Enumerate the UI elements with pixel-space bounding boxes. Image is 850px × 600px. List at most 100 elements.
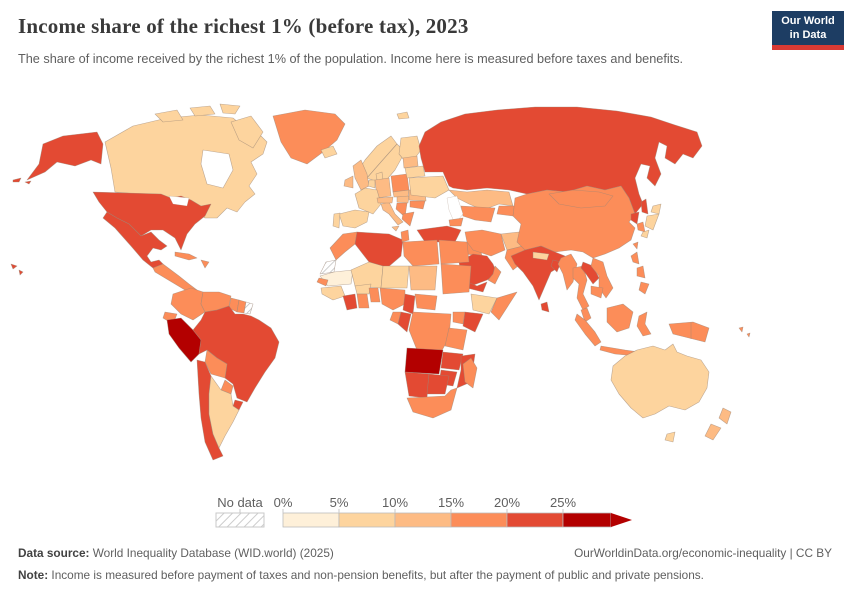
country-fiji[interactable] — [738, 326, 744, 333]
country-western-sahara[interactable] — [319, 259, 337, 275]
country-madagascar[interactable] — [462, 357, 478, 389]
country-cuba[interactable] — [174, 251, 198, 261]
legend-swatch-2[interactable] — [394, 512, 452, 528]
country-aleutians-2[interactable] — [24, 180, 32, 185]
country-philippines-2[interactable] — [636, 265, 646, 279]
country-hawaii[interactable] — [10, 263, 18, 270]
country-kenya[interactable] — [462, 311, 484, 333]
country-sumatra[interactable] — [574, 313, 602, 347]
country-poland[interactable] — [390, 173, 410, 193]
country-togo-benin[interactable] — [368, 287, 381, 303]
country-borneo[interactable] — [606, 303, 634, 333]
legend-swatch-0[interactable] — [282, 512, 340, 528]
country-iran[interactable] — [464, 229, 506, 257]
country-japan-kyushu[interactable] — [640, 229, 650, 239]
country-ethiopia[interactable] — [470, 293, 498, 315]
country-nepal[interactable] — [532, 251, 550, 261]
country-svalbard[interactable] — [396, 111, 410, 120]
country-hungary[interactable] — [396, 195, 410, 204]
country-greenland[interactable] — [272, 109, 346, 165]
country-uganda[interactable] — [452, 311, 466, 325]
country-senegal[interactable] — [316, 277, 329, 287]
country-tunisia[interactable] — [400, 229, 410, 243]
country-mali[interactable] — [350, 261, 384, 289]
attribution-link[interactable]: OurWorldinData.org/economic-inequality |… — [574, 546, 832, 560]
country-philippines-1[interactable] — [630, 251, 640, 265]
country-tasmania[interactable] — [664, 431, 676, 443]
country-italy[interactable] — [380, 201, 404, 226]
country-caucasus[interactable] — [448, 217, 464, 227]
country-cote-divoire[interactable] — [342, 293, 358, 311]
country-canada-arctic-3[interactable] — [219, 103, 241, 115]
country-ireland[interactable] — [343, 175, 354, 189]
country-kazakhstan[interactable] — [448, 189, 514, 211]
country-myanmar[interactable] — [557, 253, 578, 291]
country-japan-honshu[interactable] — [644, 213, 660, 231]
country-belarus[interactable] — [404, 165, 426, 179]
legend-swatch-3[interactable] — [450, 512, 508, 528]
owid-logo[interactable]: Our World in Data — [772, 11, 844, 50]
country-iceland[interactable] — [320, 145, 338, 159]
country-nigeria[interactable] — [379, 287, 406, 311]
country-sudan[interactable] — [440, 263, 472, 295]
country-ukraine[interactable] — [408, 175, 450, 199]
country-zambia[interactable] — [440, 351, 464, 371]
legend-swatch-1[interactable] — [338, 512, 396, 528]
country-ghana[interactable] — [356, 293, 370, 309]
country-taiwan[interactable] — [632, 241, 639, 250]
country-alaska[interactable] — [26, 131, 104, 181]
country-mongolia[interactable] — [548, 189, 614, 209]
country-baffin-island[interactable] — [230, 115, 264, 149]
country-sri-lanka[interactable] — [540, 301, 550, 313]
country-burkina[interactable] — [354, 283, 372, 295]
country-benelux[interactable] — [367, 179, 376, 189]
legend-swatch-4[interactable] — [506, 512, 564, 528]
country-french-guiana[interactable] — [243, 301, 254, 315]
country-turkey[interactable] — [416, 225, 462, 243]
country-russia[interactable] — [418, 106, 703, 215]
country-somalia[interactable] — [490, 291, 518, 321]
country-cambodia[interactable] — [590, 285, 604, 299]
country-bulgaria[interactable] — [409, 200, 426, 210]
country-new-guinea[interactable] — [668, 321, 710, 343]
country-tanzania[interactable] — [444, 327, 468, 351]
country-canada-arctic-2[interactable] — [189, 105, 216, 117]
country-hispaniola[interactable] — [200, 259, 210, 269]
country-sicily[interactable] — [391, 225, 400, 232]
country-france[interactable] — [354, 187, 382, 215]
country-oman[interactable] — [487, 265, 502, 285]
country-aleutians[interactable] — [12, 177, 22, 183]
country-sulawesi[interactable] — [636, 311, 652, 337]
country-car[interactable] — [414, 293, 438, 311]
country-canada-arctic-1[interactable] — [154, 109, 184, 123]
country-philippines-3[interactable] — [638, 281, 650, 295]
country-australia[interactable] — [610, 343, 710, 419]
country-sakhalin[interactable] — [640, 198, 649, 215]
country-japan-hokkaido[interactable] — [650, 203, 662, 215]
country-algeria[interactable] — [354, 231, 404, 269]
country-brazil[interactable] — [192, 305, 280, 403]
country-south-korea[interactable] — [636, 221, 646, 233]
country-india[interactable] — [510, 245, 566, 301]
country-namibia[interactable] — [404, 371, 430, 399]
country-greece[interactable] — [401, 211, 415, 227]
country-niger[interactable] — [380, 265, 410, 289]
country-morocco[interactable] — [329, 231, 358, 261]
country-argentina[interactable] — [208, 375, 240, 449]
country-central-asia[interactable] — [460, 205, 496, 223]
country-baltics[interactable] — [402, 155, 419, 169]
country-peru[interactable] — [166, 317, 202, 363]
country-botswana[interactable] — [426, 373, 450, 395]
country-south-africa[interactable] — [406, 387, 458, 419]
country-spain[interactable] — [338, 209, 370, 229]
legend-swatch-5[interactable] — [562, 512, 612, 528]
country-cameroon[interactable] — [402, 293, 416, 315]
country-mexico[interactable] — [102, 211, 168, 269]
country-chad[interactable] — [408, 265, 438, 291]
country-malaysia[interactable] — [580, 307, 592, 323]
country-guinea[interactable] — [320, 285, 346, 301]
country-angola[interactable] — [404, 347, 444, 375]
country-kyrgyz-tajik[interactable] — [496, 205, 516, 217]
country-new-zealand-south[interactable] — [704, 423, 722, 441]
country-egypt[interactable] — [438, 239, 470, 265]
